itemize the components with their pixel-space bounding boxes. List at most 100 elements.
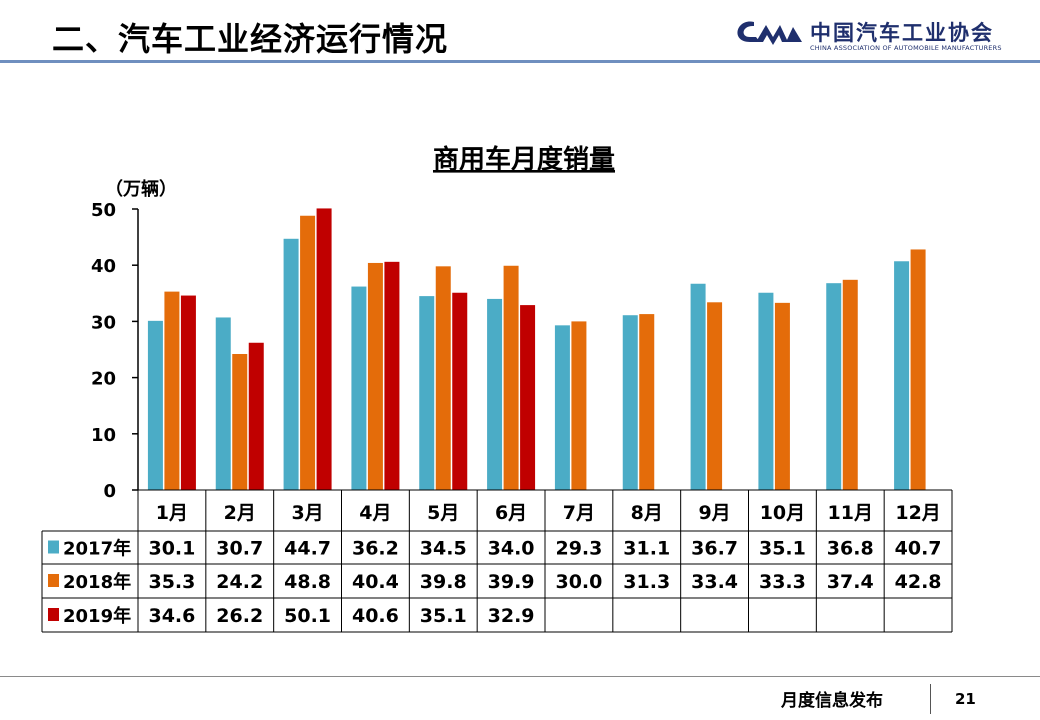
page-number: 21 — [955, 690, 976, 708]
data-label: 36.7 — [691, 538, 738, 560]
y-tick-label: 30 — [91, 312, 116, 333]
bar-2018-7 — [571, 321, 587, 490]
bar-2018-5 — [435, 266, 451, 490]
bar-2019-2 — [248, 342, 264, 490]
y-tick-label: 0 — [103, 481, 116, 502]
x-tick-label: 4月 — [359, 502, 391, 524]
data-label: 42.8 — [895, 571, 942, 593]
legend-swatch-2017 — [48, 540, 59, 554]
data-label: 30.1 — [148, 538, 195, 560]
bar-2017-4 — [351, 286, 367, 490]
data-label: 24.2 — [216, 571, 263, 593]
logo-english: CHINA ASSOCIATION OF AUTOMOBILE MANUFACT… — [810, 44, 1002, 52]
x-tick-label: 8月 — [631, 502, 663, 524]
x-tick-label: 10月 — [760, 502, 805, 524]
x-tick-label: 6月 — [495, 502, 527, 524]
legend-swatch-2019 — [48, 608, 59, 621]
bar-2017-5 — [419, 296, 435, 490]
data-label: 26.2 — [216, 605, 263, 627]
bar-2017-11 — [826, 283, 842, 490]
bar-2017-1 — [147, 320, 163, 490]
sales-chart: 商用车月度销量 （万辆） 0 10 20 30 40 50 1月 2月 3月 4月 5月 6月 7月 8… — [41, 144, 953, 633]
caam-logo-icon — [737, 21, 802, 45]
data-label: 35.1 — [420, 605, 467, 627]
x-tick-label: 7月 — [563, 502, 595, 524]
data-table: 1月 2月 3月 4月 5月 6月 7月 8月 9月 10月 11月 12月 2017年 30.1 30.7… — [41, 489, 953, 633]
y-tick-label: 10 — [91, 425, 116, 446]
bar-2017-7 — [554, 325, 570, 490]
bar-2019-6 — [520, 305, 536, 490]
x-tick-label: 9月 — [698, 502, 730, 524]
data-label: 50.1 — [284, 605, 331, 627]
bar-2018-12 — [910, 249, 926, 490]
data-label: 31.3 — [623, 571, 670, 593]
legend-label: 2019年 — [63, 605, 131, 627]
data-label: 35.3 — [148, 571, 195, 593]
bar-2018-10 — [774, 302, 790, 490]
bar-2017-9 — [690, 283, 706, 490]
data-label: 35.1 — [759, 538, 806, 560]
data-label: 39.9 — [488, 571, 535, 593]
bar-2018-1 — [164, 291, 180, 490]
data-label: 30.7 — [216, 538, 263, 560]
legend-label: 2017年 — [63, 538, 131, 560]
chart-title: 商用车月度销量 — [433, 144, 615, 175]
bar-2018-9 — [707, 302, 723, 490]
bar-2018-8 — [639, 314, 655, 490]
bar-2018-2 — [232, 353, 248, 490]
data-label: 33.4 — [691, 571, 738, 593]
bar-2017-10 — [758, 292, 774, 490]
header-rule — [0, 60, 1040, 63]
data-label: 34.5 — [420, 538, 467, 560]
footer-rule — [0, 676, 1040, 677]
data-label: 34.6 — [148, 605, 195, 627]
y-tick-label: 50 — [91, 200, 116, 221]
bar-2019-3 — [316, 208, 332, 491]
x-tick-label: 1月 — [156, 502, 188, 524]
bar-2017-3 — [283, 238, 299, 490]
x-tick-label: 5月 — [427, 502, 459, 524]
x-tick-label: 12月 — [895, 502, 940, 524]
data-label: 48.8 — [284, 571, 331, 593]
bar-2017-8 — [622, 315, 638, 490]
bar-2019-5 — [452, 292, 468, 490]
x-tick-label: 3月 — [291, 502, 323, 524]
bars — [147, 208, 926, 491]
x-tick-label: 11月 — [828, 502, 873, 524]
bar-2017-6 — [487, 298, 503, 490]
bar-2018-3 — [300, 215, 316, 490]
x-tick-label: 2月 — [224, 502, 256, 524]
bar-2018-4 — [367, 262, 383, 490]
bar-2017-2 — [215, 317, 231, 490]
data-label: 30.0 — [555, 571, 602, 593]
data-label: 44.7 — [284, 538, 331, 560]
y-axis: 0 10 20 30 40 50 — [91, 200, 139, 502]
data-label: 32.9 — [488, 605, 535, 627]
bar-2018-6 — [503, 265, 519, 490]
data-label: 36.8 — [827, 538, 874, 560]
footer-divider — [930, 684, 931, 714]
bar-2019-4 — [384, 261, 400, 490]
data-label: 31.1 — [623, 538, 670, 560]
bar-2019-1 — [180, 295, 196, 490]
page-title: 二、汽车工业经济运行情况 — [52, 20, 449, 58]
data-label: 37.4 — [827, 571, 874, 593]
data-label: 40.6 — [352, 605, 399, 627]
bar-2017-12 — [894, 261, 910, 490]
data-label: 34.0 — [488, 538, 535, 560]
logo: 中国汽车工业协会 CHINA ASSOCIATION OF AUTOMOBILE… — [730, 16, 1002, 56]
y-axis-unit-label: （万辆） — [105, 178, 177, 200]
data-label: 33.3 — [759, 571, 806, 593]
data-label: 36.2 — [352, 538, 399, 560]
legend-swatch-2018 — [48, 574, 59, 587]
y-tick-label: 40 — [91, 256, 116, 277]
data-label: 40.7 — [895, 538, 942, 560]
logo-name: 中国汽车工业协会 — [810, 21, 994, 45]
bar-2018-11 — [842, 279, 858, 490]
data-label: 40.4 — [352, 571, 399, 593]
legend-label: 2018年 — [63, 571, 131, 593]
data-label: 29.3 — [555, 538, 602, 560]
footer-text: 月度信息发布 — [781, 691, 883, 711]
data-label: 39.8 — [420, 571, 467, 593]
y-tick-label: 20 — [91, 369, 116, 390]
